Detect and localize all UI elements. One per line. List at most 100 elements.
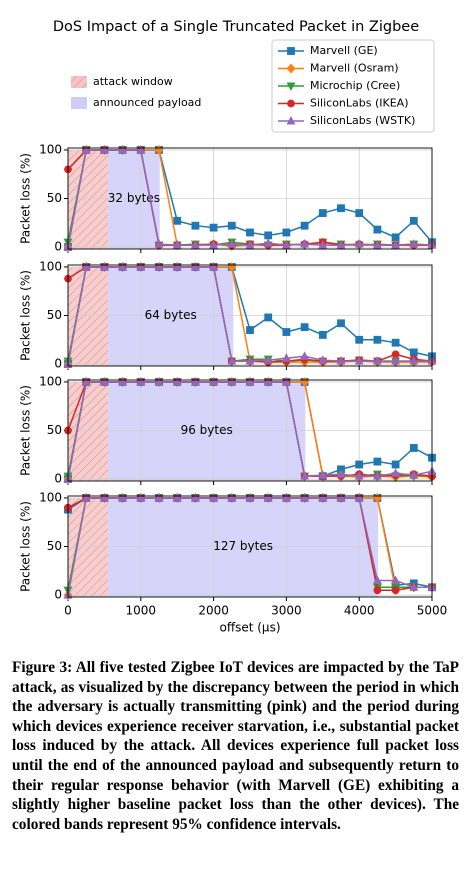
region-hatch — [68, 381, 109, 481]
data-point — [318, 355, 328, 364]
data-point — [245, 492, 255, 502]
annotation: 64 bytes — [145, 308, 197, 322]
legend-label: Marvell (Osram) — [310, 62, 399, 75]
legend-hatch — [71, 76, 87, 88]
data-point — [355, 460, 364, 469]
y-tick-label: 50 — [47, 308, 62, 322]
data-point — [281, 492, 291, 502]
region-hatch — [68, 497, 109, 597]
legend-marker — [286, 63, 296, 74]
legend-label: announced payload — [93, 96, 201, 109]
data-point — [172, 376, 182, 386]
data-point — [300, 492, 310, 502]
data-point — [81, 376, 91, 386]
data-point — [246, 228, 254, 237]
annotation: 96 bytes — [181, 423, 233, 437]
data-point — [281, 353, 291, 362]
y-axis-label: Packet loss (%) — [19, 501, 33, 592]
data-point — [118, 144, 128, 154]
data-point — [300, 471, 310, 480]
legend-label: SiliconLabs (WSTK) — [310, 114, 415, 127]
y-tick-label: 100 — [39, 259, 62, 273]
data-point — [118, 261, 128, 271]
data-point — [99, 261, 109, 271]
data-point — [300, 221, 309, 230]
data-point — [373, 225, 382, 234]
data-point — [154, 239, 164, 248]
data-point — [300, 351, 310, 360]
region — [108, 266, 234, 366]
data-point — [263, 355, 273, 364]
y-tick-label: 50 — [47, 423, 62, 437]
data-point — [99, 144, 109, 154]
data-point — [118, 376, 128, 386]
legend-marker — [287, 47, 295, 55]
data-point — [245, 240, 255, 249]
data-point — [173, 216, 182, 225]
data-point — [190, 261, 200, 271]
data-point — [391, 356, 401, 365]
data-point — [245, 356, 255, 365]
region — [108, 497, 379, 597]
data-point — [318, 240, 328, 249]
data-point — [354, 471, 364, 480]
x-tick-label: 3000 — [271, 604, 302, 618]
data-point — [81, 492, 91, 502]
data-point — [318, 331, 327, 339]
data-point — [391, 468, 401, 477]
data-point — [136, 376, 146, 386]
data-point — [372, 356, 382, 365]
y-tick-label: 100 — [39, 142, 62, 156]
x-tick-label: 1000 — [126, 604, 157, 618]
data-point — [336, 240, 346, 249]
data-point — [245, 376, 255, 386]
data-point — [373, 586, 382, 595]
legend-label: attack window — [93, 75, 173, 88]
data-point — [209, 261, 219, 271]
data-point — [209, 223, 218, 232]
data-point — [355, 335, 364, 344]
plot-frame — [67, 379, 433, 482]
data-point — [337, 319, 345, 328]
data-point — [190, 240, 200, 249]
data-point — [318, 492, 328, 502]
data-point — [337, 204, 345, 213]
legend-swatch — [71, 97, 87, 109]
legend-marker — [286, 116, 296, 125]
data-point — [99, 492, 109, 502]
data-point — [209, 376, 219, 386]
data-point — [264, 313, 273, 322]
plot-frame — [67, 495, 433, 598]
legend-label: Microchip (Cree) — [310, 79, 400, 92]
data-point — [227, 356, 237, 365]
data-point — [318, 209, 327, 217]
y-tick-label: 0 — [54, 240, 62, 254]
data-point — [372, 575, 382, 585]
data-point — [81, 261, 91, 271]
data-point — [154, 376, 164, 386]
data-point — [281, 240, 291, 249]
data-point — [354, 492, 364, 502]
data-point — [209, 240, 219, 249]
data-point — [172, 240, 182, 249]
data-point — [391, 233, 400, 242]
data-point — [281, 376, 291, 386]
x-tick-label: 0 — [64, 604, 72, 618]
plot-frame — [67, 264, 433, 367]
figure: DoS Impact of a Single Truncated Packet … — [19, 19, 448, 635]
chart-title: DoS Impact of a Single Truncated Packet … — [53, 19, 419, 35]
y-tick-label: 0 — [54, 357, 62, 371]
data-point — [391, 240, 401, 249]
data-point — [282, 228, 291, 237]
data-point — [191, 221, 200, 230]
data-point — [391, 575, 401, 585]
data-point — [336, 492, 346, 502]
data-point — [227, 376, 237, 386]
data-point — [99, 376, 109, 386]
legend-marker — [286, 82, 296, 91]
data-point — [263, 376, 273, 386]
data-point — [409, 356, 419, 365]
data-point — [391, 586, 400, 595]
legend-label: Marvell (GE) — [310, 44, 378, 57]
x-tick-label: 4000 — [344, 604, 375, 618]
